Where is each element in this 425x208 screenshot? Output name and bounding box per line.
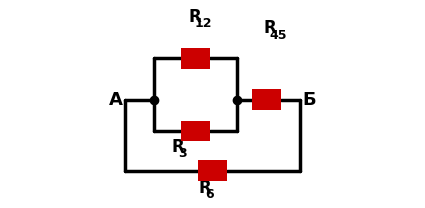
Text: 12: 12 [195, 17, 212, 30]
Text: 6: 6 [205, 188, 214, 201]
Text: 3: 3 [178, 147, 187, 160]
Text: R: R [172, 138, 185, 156]
FancyBboxPatch shape [198, 160, 227, 181]
Text: R: R [189, 8, 201, 26]
Text: 45: 45 [270, 28, 287, 42]
Text: R: R [264, 19, 276, 37]
Text: Б: Б [303, 91, 316, 109]
Text: R: R [199, 178, 212, 197]
FancyBboxPatch shape [181, 121, 210, 141]
FancyBboxPatch shape [181, 48, 210, 69]
FancyBboxPatch shape [252, 89, 281, 110]
Text: А: А [109, 91, 123, 109]
